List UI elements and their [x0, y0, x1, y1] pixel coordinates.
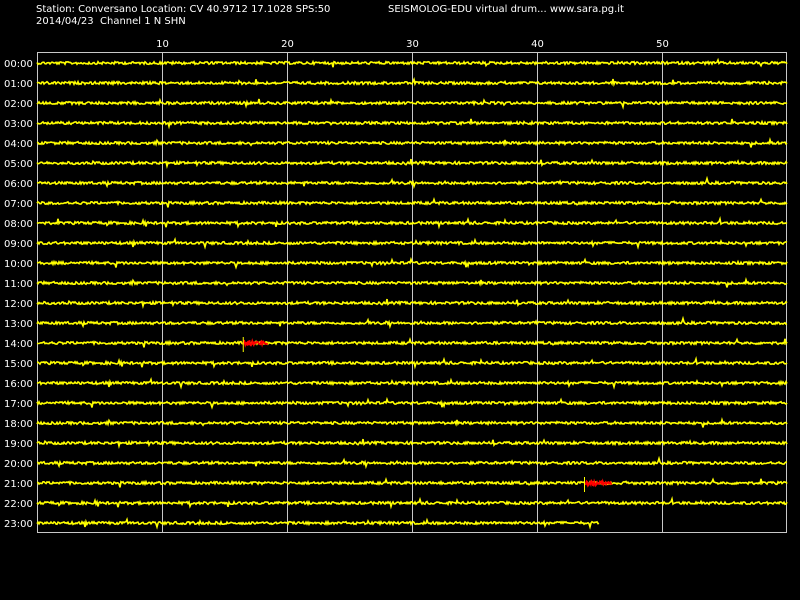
trace-line-0400	[36, 136, 788, 148]
trace-line-1500	[37, 355, 788, 370]
row-label: 14:00	[4, 339, 33, 350]
trace-line-1200	[36, 298, 788, 309]
row-label: 22:00	[4, 499, 33, 510]
x-tick-label: 20	[281, 39, 294, 50]
trace-line-2200	[36, 495, 788, 510]
row-label: 19:00	[4, 439, 33, 450]
trace-line-1700	[36, 396, 788, 410]
row-label: 03:00	[4, 119, 33, 130]
trace-line-1000	[36, 256, 788, 270]
row-label: 06:00	[4, 179, 33, 190]
row-label: 11:00	[4, 279, 33, 290]
row-label: 16:00	[4, 379, 33, 390]
row-label: 02:00	[4, 99, 33, 110]
trace-line-0000	[36, 57, 788, 68]
trace-line-1400	[36, 336, 788, 348]
trace-line-0200	[36, 97, 788, 110]
event-trace-1400	[242, 337, 269, 348]
trace-line-1300	[36, 315, 788, 330]
trace-line-2100	[36, 476, 788, 488]
row-label: 17:00	[4, 399, 33, 410]
row-label: 08:00	[4, 219, 33, 230]
row-label: 23:00	[4, 519, 33, 530]
row-label: 15:00	[4, 359, 33, 370]
trace-line-0800	[36, 215, 788, 230]
row-label: 05:00	[4, 159, 33, 170]
row-label: 12:00	[4, 299, 33, 310]
trace-line-1800	[36, 416, 788, 428]
row-label: 10:00	[4, 259, 33, 270]
x-tick-label: 30	[406, 39, 419, 50]
trace-line-1900	[36, 438, 788, 449]
row-label: 04:00	[4, 139, 33, 150]
trace-line-0500	[36, 158, 788, 169]
trace-line-0900	[36, 237, 788, 250]
trace-line-1600	[36, 377, 788, 390]
event-trace-2100	[584, 478, 613, 488]
trace-line-1100	[36, 276, 788, 288]
row-label: 21:00	[4, 479, 33, 490]
trace-line-2300	[36, 517, 600, 530]
trace-line-2000	[36, 455, 787, 470]
x-tick-label: 40	[531, 39, 544, 50]
trace-line-0300	[36, 118, 788, 130]
row-label: 01:00	[4, 79, 33, 90]
app-title: SEISMOLOG-EDU virtual drum... www.sara.p…	[388, 4, 624, 15]
station-title: Station: Conversano Location: CV 40.9712…	[36, 4, 331, 15]
date-channel-subtitle: 2014/04/23 Channel 1 N SHN	[36, 16, 186, 27]
row-label: 07:00	[4, 199, 33, 210]
row-label: 00:00	[4, 59, 33, 70]
trace-line-0700	[36, 196, 788, 208]
row-label: 13:00	[4, 319, 33, 330]
x-tick-label: 50	[656, 39, 669, 50]
row-label: 20:00	[4, 459, 33, 470]
row-label: 18:00	[4, 419, 33, 430]
row-label: 09:00	[4, 239, 33, 250]
trace-line-0600	[36, 175, 788, 190]
trace-line-0100	[36, 76, 788, 87]
x-tick-label: 10	[156, 39, 169, 50]
